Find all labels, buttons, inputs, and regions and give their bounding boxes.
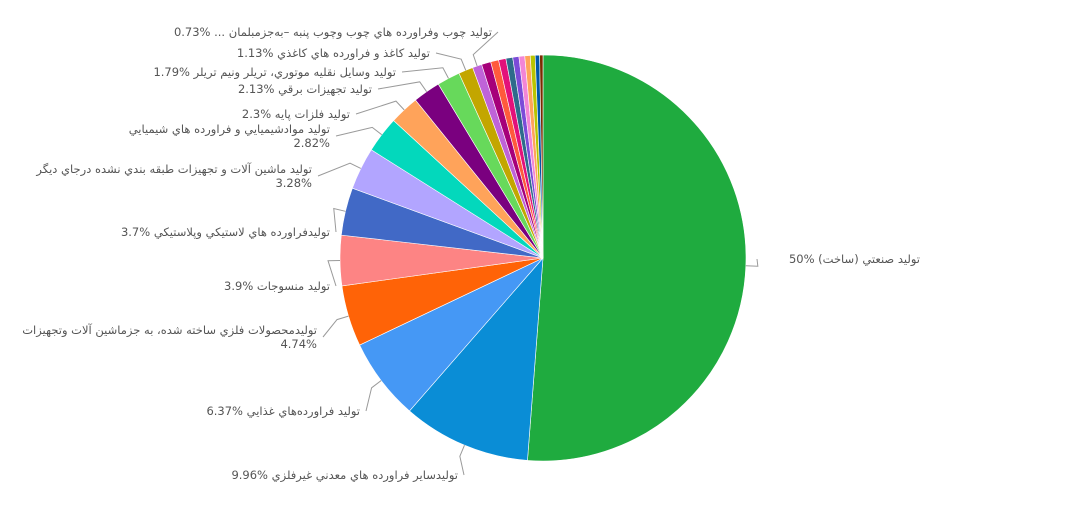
pie-slice-label-0: 50% (تولید صنعتي (ساخت: [789, 252, 920, 267]
pie-slice-22[interactable]: [539, 54, 544, 259]
pie-leader-line-3: [322, 315, 349, 338]
pie-slice-label-4: 3.9% توليد منسوجات: [224, 279, 330, 294]
pie-leader-line-4: [327, 260, 341, 287]
pie-leader-line-6: [317, 162, 362, 177]
pie-slice-0[interactable]: [527, 54, 747, 462]
pie-leader-line-10: [401, 67, 449, 79]
pie-slice-label-12: 0.73% ... توليد چوب وفراورده هاي چوب وچو…: [174, 25, 492, 40]
pie-slice-label-10: 1.79% توليد وسايل نقليه موتوري، تريلر ون…: [153, 65, 396, 80]
pie-slice-label-6: توليد ماشين آلات و تجهيزات طبقه بندي نشد…: [35, 162, 312, 190]
pie-leader-line-2: [365, 380, 382, 412]
pie-leader-line-9: [377, 81, 428, 92]
pie-slice-label-5: 3.7% توليدفراورده هاي لاستيكي وپلاستيكي: [121, 225, 330, 240]
pie-slice-1[interactable]: [409, 257, 544, 461]
pie-leader-line-12: [472, 31, 499, 67]
pie-slice-label-2: 6.37% توليد فراورده‌هاي غذايي: [206, 404, 360, 419]
pie-leader-line-5: [333, 207, 346, 233]
pie-slice-label-8: 2.3% توليد فلزات پايه: [242, 107, 350, 122]
pie-leader-line-11: [435, 52, 467, 71]
pie-leader-line-1: [459, 445, 465, 476]
pie-slice-label-11: 1.13% توليد كاغذ و فراورده هاي كاغذي: [237, 46, 430, 61]
pie-slice-label-3: توليدمحصولات فلزي ساخته شده، به جزماشين …: [22, 323, 317, 351]
pie-slice-label-9: 2.13% توليد تجهيزات برقي: [238, 82, 372, 97]
pie-leader-line-0: [745, 258, 759, 267]
pie-leader-line-7: [335, 126, 383, 137]
pie-leader-line-8: [355, 100, 405, 115]
pie-slice-label-1: 9.96% توليدساير فراورده هاي معدني غيرفلز…: [231, 468, 458, 483]
pie-slice-label-7: توليد موادشيميايي و فراورده هاي شيميايي 2…: [129, 122, 330, 150]
